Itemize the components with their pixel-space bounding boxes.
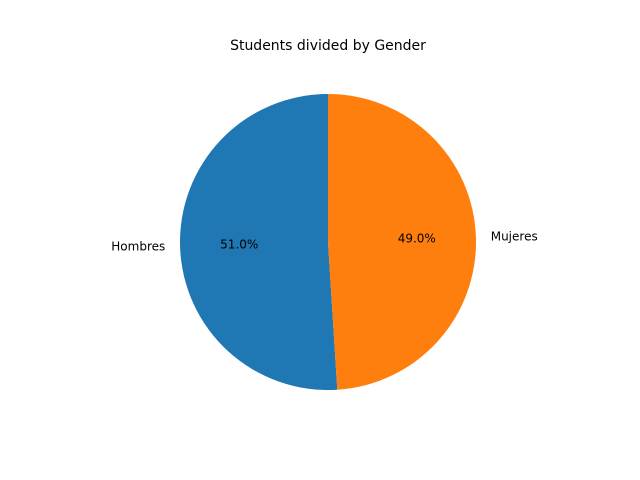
pie-labels: Hombres 51.0% Mujeres 49.0% [111,229,537,253]
pie-slice-mujeres [328,94,476,390]
chart-title: Students divided by Gender [230,38,426,54]
pie-slices [179,94,476,390]
pie-slice-hombres [179,94,338,390]
pct-label-hombres: 51.0% [220,237,258,251]
pct-label-mujeres: 49.0% [398,232,436,246]
slice-label-hombres: Hombres [111,240,165,254]
slice-label-mujeres: Mujeres [491,229,538,243]
